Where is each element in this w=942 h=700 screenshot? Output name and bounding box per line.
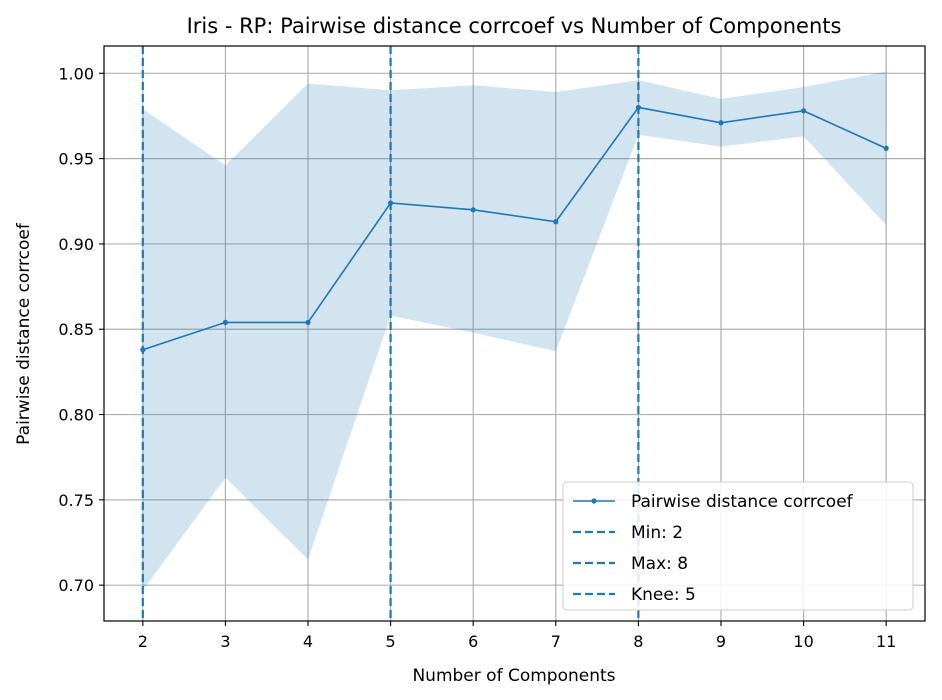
grid bbox=[104, 46, 925, 621]
y-tick-label: 0.90 bbox=[58, 235, 94, 254]
data-point bbox=[305, 319, 311, 326]
legend-label: Max: 8 bbox=[631, 554, 688, 574]
data-point bbox=[470, 207, 476, 213]
y-tick-label: 0.85 bbox=[58, 320, 94, 339]
data-point bbox=[883, 145, 889, 151]
data-point bbox=[635, 104, 641, 111]
legend-label: Knee: 5 bbox=[631, 585, 696, 605]
y-tick-label: 0.80 bbox=[58, 406, 94, 425]
x-tick-label: 3 bbox=[220, 632, 230, 651]
y-tick-label: 0.70 bbox=[58, 576, 94, 595]
y-axis-ticks: 0.70 0.75 0.80 0.85 0.90 0.95 1.00 bbox=[58, 64, 104, 595]
chart-title: Iris - RP: Pairwise distance corrcoef vs… bbox=[187, 14, 842, 38]
data-point bbox=[222, 319, 229, 326]
y-tick-label: 0.75 bbox=[58, 491, 94, 510]
x-tick-label: 10 bbox=[793, 632, 813, 651]
series-line bbox=[142, 106, 887, 351]
legend-box bbox=[562, 481, 914, 611]
x-tick-label: 11 bbox=[876, 632, 896, 651]
x-tick-label: 4 bbox=[303, 632, 313, 651]
x-tick-label: 6 bbox=[468, 632, 478, 651]
series-points bbox=[140, 104, 889, 353]
std-band bbox=[142, 71, 887, 591]
x-axis-label: Number of Components bbox=[412, 666, 615, 686]
data-point bbox=[718, 120, 724, 126]
x-tick-label: 2 bbox=[138, 632, 148, 651]
y-axis-label: Pairwise distance corrcoef bbox=[14, 222, 34, 445]
x-axis-ticks: 2 3 4 5 6 7 8 9 10 11 bbox=[138, 621, 896, 651]
x-tick-label: 9 bbox=[716, 632, 726, 651]
legend-swatch-marker bbox=[591, 498, 597, 504]
data-point bbox=[388, 200, 394, 206]
data-point bbox=[553, 219, 559, 225]
y-tick-label: 0.95 bbox=[58, 150, 94, 169]
legend-label: Pairwise distance corrcoef bbox=[631, 492, 854, 512]
data-point bbox=[140, 347, 146, 353]
plot-frame bbox=[103, 45, 926, 622]
legend: Pairwise distance corrcoef Min: 2 Max: 8 Kn… bbox=[562, 481, 914, 611]
x-tick-label: 5 bbox=[386, 632, 396, 651]
x-tick-label: 8 bbox=[633, 632, 643, 651]
y-tick-label: 1.00 bbox=[58, 64, 94, 83]
legend-label: Min: 2 bbox=[631, 523, 683, 543]
x-tick-label: 7 bbox=[551, 632, 561, 651]
data-point bbox=[800, 108, 807, 114]
